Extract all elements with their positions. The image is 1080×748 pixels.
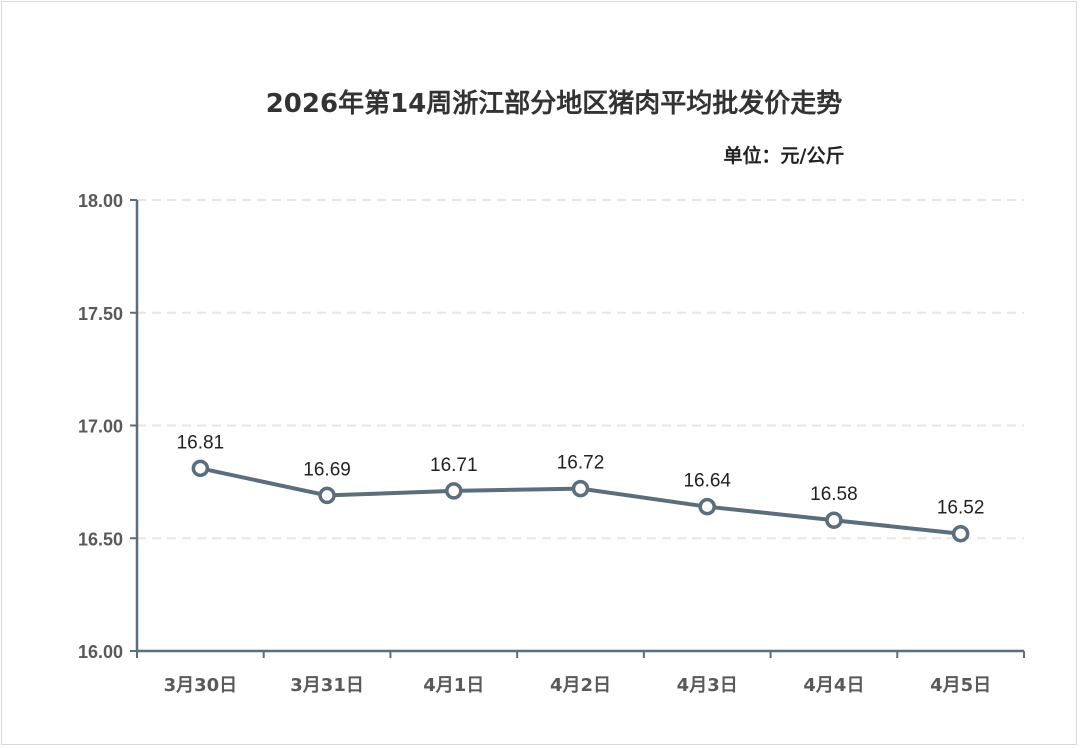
x-tick-label: 4月1日 xyxy=(423,675,484,696)
data-point xyxy=(825,511,843,529)
x-tick-label: 4月3日 xyxy=(677,675,738,696)
data-point xyxy=(191,459,210,478)
data-label: 16.71 xyxy=(430,455,478,476)
unit-label: 单位：元/公斤 xyxy=(724,144,845,167)
y-tick-label: 17.00 xyxy=(78,417,123,437)
data-label: 16.81 xyxy=(177,432,225,453)
data-point xyxy=(698,497,716,516)
y-tick-label: 17.50 xyxy=(78,304,123,324)
data-label: 16.69 xyxy=(303,459,351,480)
y-tick-label: 16.00 xyxy=(78,642,123,662)
axes xyxy=(130,199,1025,658)
data-label: 16.52 xyxy=(937,498,985,519)
data-point xyxy=(318,486,336,505)
data-label: 16.72 xyxy=(557,453,605,474)
data-label: 16.58 xyxy=(810,484,858,505)
gridlines xyxy=(137,199,1024,540)
chart-title: 2026年第14周浙江部分地区猪肉平均批发价走势 xyxy=(266,88,843,119)
data-point xyxy=(445,482,463,500)
x-tick-labels: 3月30日 3月31日 4月1日 4月2日 4月3日 4月4日 4月5日 xyxy=(164,675,992,696)
series-price xyxy=(191,459,970,543)
x-tick-label: 3月30日 xyxy=(164,675,238,696)
y-tick-label: 16.50 xyxy=(78,529,123,549)
y-tick-label: 18.00 xyxy=(78,191,123,211)
y-tick-labels: 16.00 16.50 17.00 17.50 18.00 xyxy=(78,191,123,662)
x-tick-label: 4月4日 xyxy=(803,675,864,696)
data-point xyxy=(571,479,590,498)
x-tick-label: 4月5日 xyxy=(930,675,991,696)
x-tick-label: 3月31日 xyxy=(290,675,364,696)
x-tick-label: 4月2日 xyxy=(550,675,611,696)
data-label: 16.64 xyxy=(683,471,731,492)
data-point xyxy=(951,524,970,543)
data-labels: 16.81 16.69 16.71 16.72 16.64 16.58 16.52 xyxy=(177,432,985,518)
